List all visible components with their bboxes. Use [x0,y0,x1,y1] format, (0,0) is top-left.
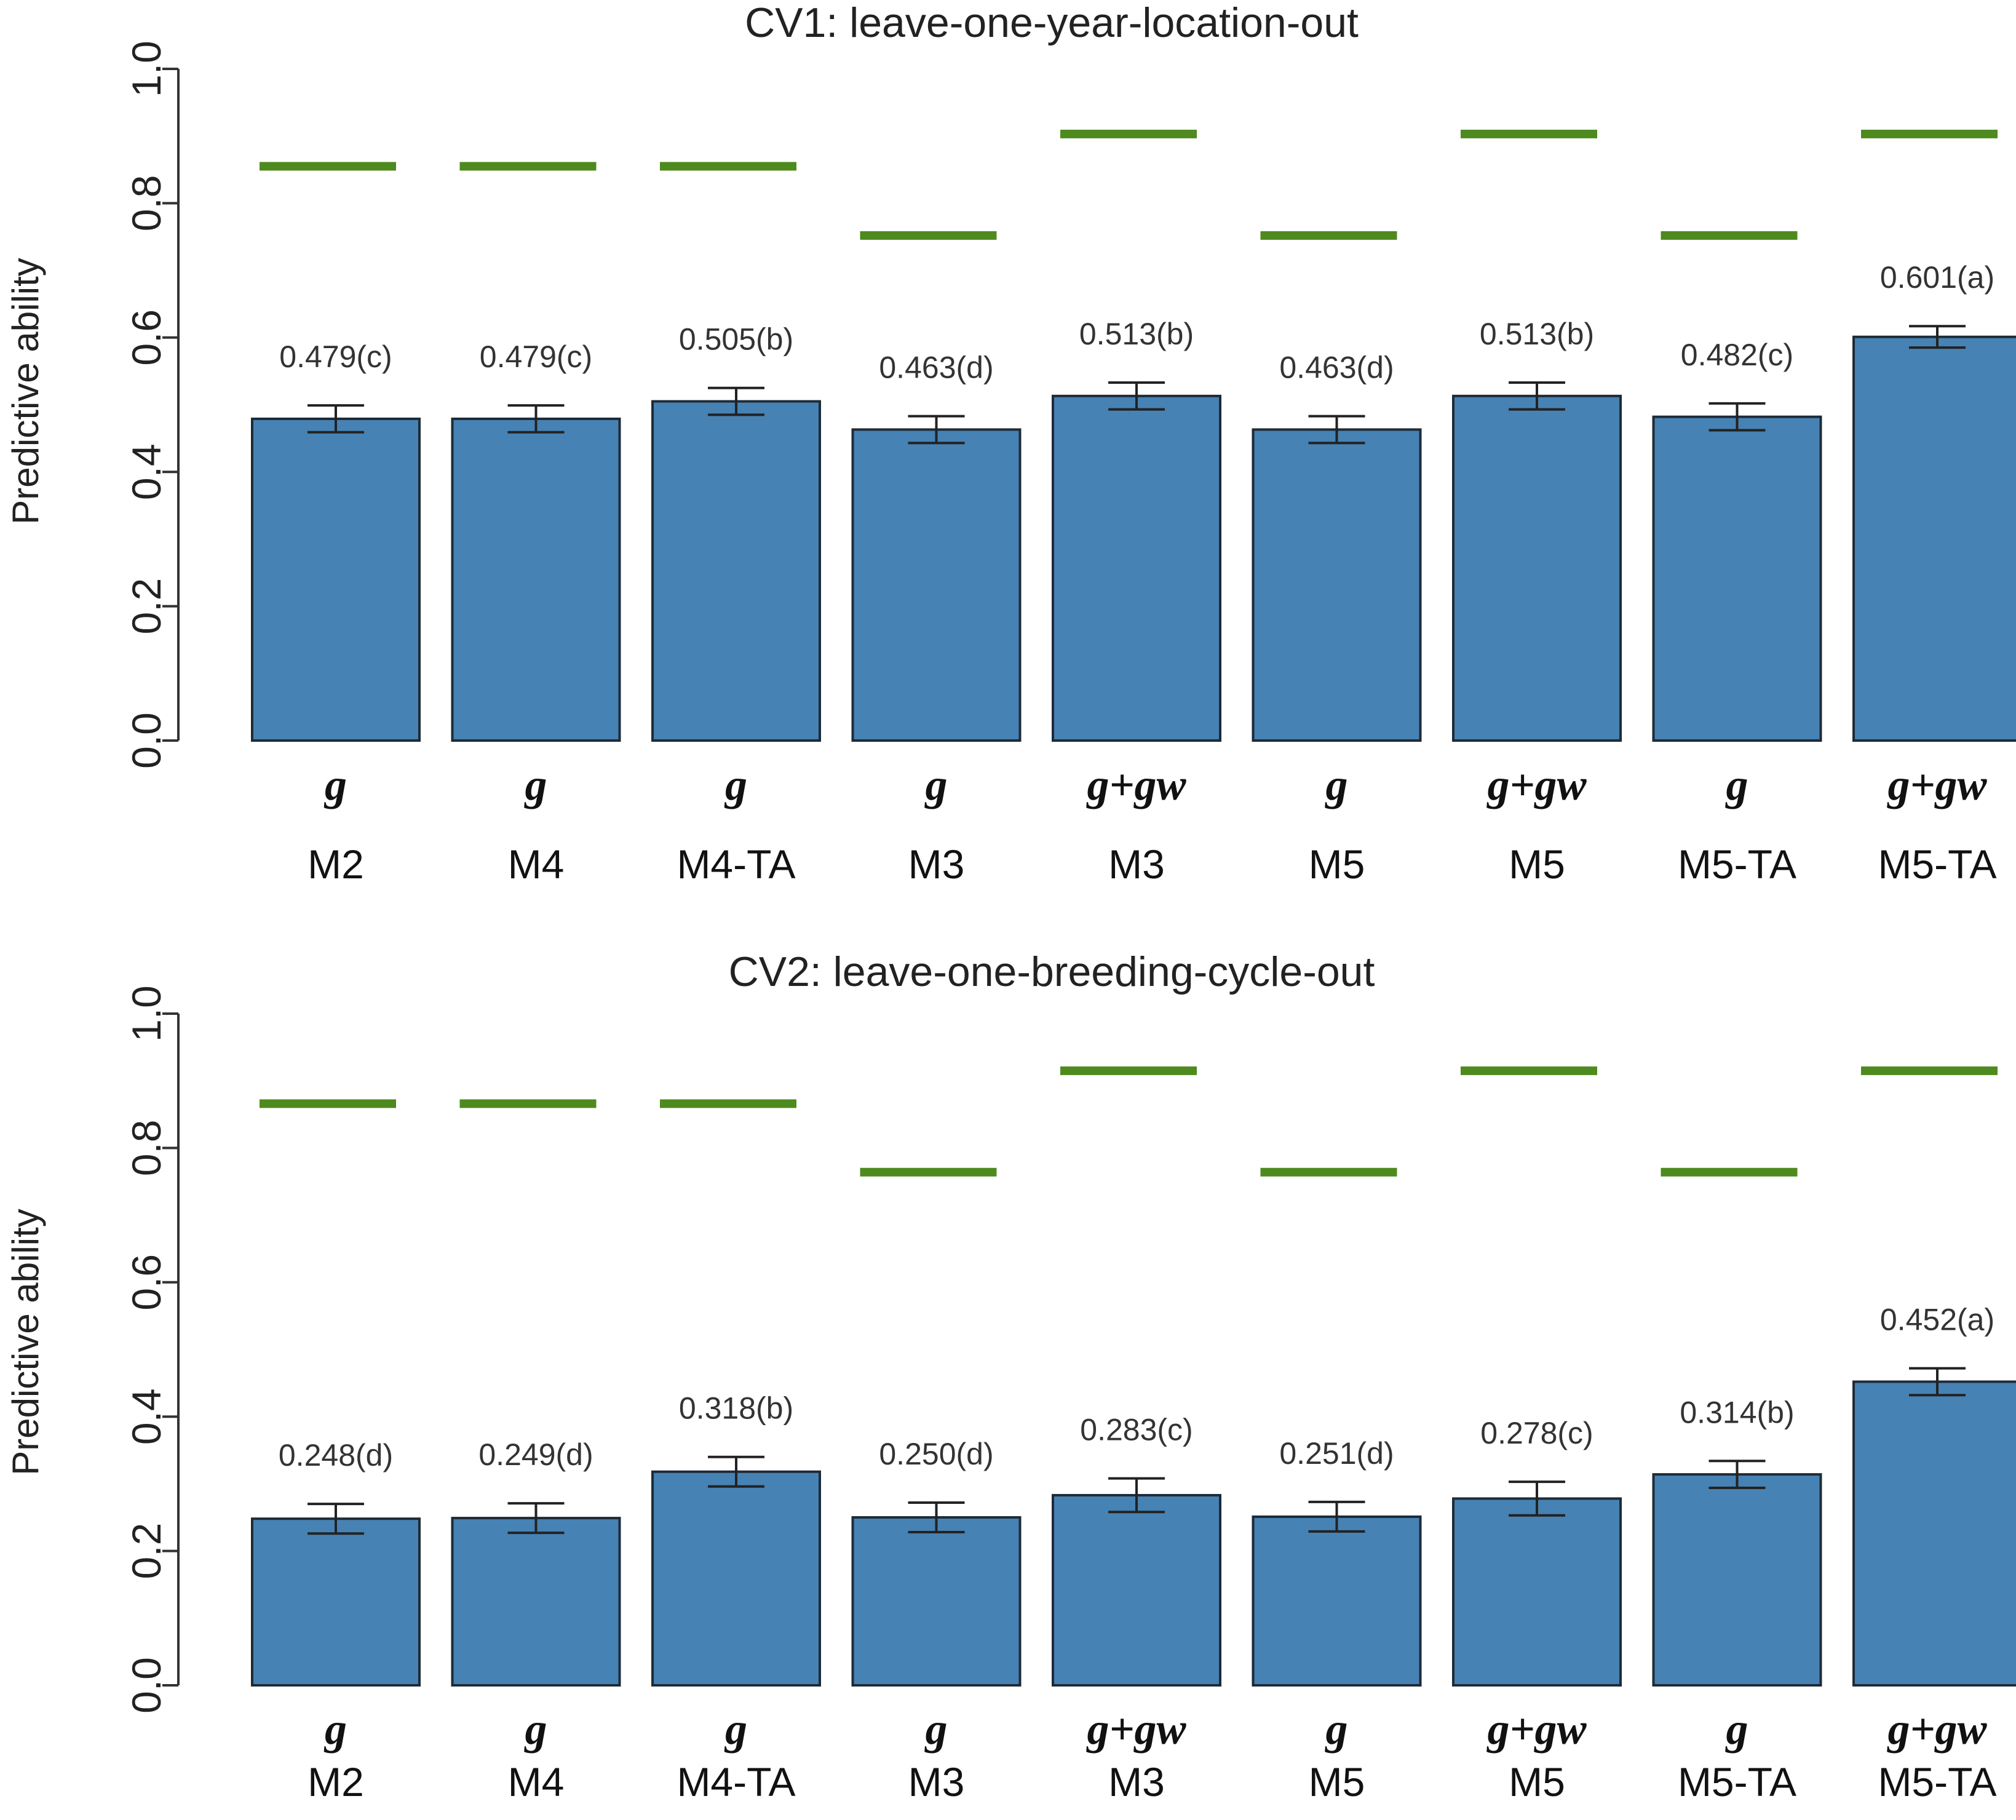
category-model-label: M3 [1108,841,1165,887]
category-model-label: M4 [508,841,565,887]
bar [1652,1473,1822,1687]
data-label: 0.601(a) [1880,260,1994,295]
category-effect-label: g [1725,1704,1748,1754]
category-effect-label: g [323,760,347,809]
bar [1052,1493,1221,1687]
category-effect-label: g+gw [1085,760,1186,809]
category-model-label: M5 [1309,1759,1365,1805]
bar [1252,1515,1422,1687]
category-effect-label: g [524,1704,547,1754]
bar [1052,394,1221,742]
data-label: 0.278(c) [1480,1416,1593,1450]
data-label: 0.513(b) [1079,317,1194,351]
data-label: 0.513(b) [1480,317,1594,351]
y-tick-label: 0.6 [124,309,169,366]
data-label: 0.482(c) [1681,338,1793,372]
category-model-label: M5-TA [1678,1759,1796,1805]
category-effect-label: g+gw [1886,760,1987,809]
bar [1452,394,1622,742]
bar [1652,415,1822,742]
bar [651,1470,821,1687]
category-effect-label: g+gw [1886,1704,1987,1754]
bar [851,1516,1022,1687]
category-model-label: M3 [908,1759,965,1805]
chart-title: CV1: leave-one-year-location-out [745,0,1359,46]
data-label: 0.505(b) [679,322,793,357]
bar [251,417,421,742]
category-effect-label: g [1325,760,1348,809]
bar [651,400,821,742]
y-tick-label: 0.2 [124,578,169,635]
data-label: 0.479(c) [279,340,392,374]
category-model-label: M4 [508,1759,565,1805]
category-effect-label: g [724,1704,747,1754]
y-tick-label: 0.4 [124,1388,169,1445]
category-model-label: M3 [1108,1759,1165,1805]
bar [451,1517,621,1687]
data-label: 0.318(b) [679,1391,793,1426]
data-label: 0.250(d) [879,1437,993,1471]
bar [1452,1497,1622,1687]
bar [451,417,621,742]
y-tick-label: 0.2 [124,1523,169,1580]
y-tick-label: 0.4 [124,443,169,500]
bar [1852,1380,2016,1687]
category-model-label: M2 [308,1759,364,1805]
bar [1252,428,1422,742]
data-label: 0.314(b) [1680,1395,1794,1429]
category-effect-label: g [924,1704,948,1754]
category-model-label: M4-TA [677,1759,795,1805]
data-label: 0.463(d) [879,351,993,385]
category-effect-label: g [524,760,547,809]
category-effect-label: g [1725,760,1748,809]
category-model-label: M5-TA [1678,841,1796,887]
data-label: 0.452(a) [1880,1303,1994,1337]
y-tick-label: 0.0 [124,1657,169,1714]
y-tick-label: 0.0 [124,712,169,769]
category-model-label: M5 [1309,841,1365,887]
y-axis-label: Predictive ability [5,258,46,525]
data-label: 0.248(d) [279,1438,393,1472]
category-effect-label: g [1325,1704,1348,1754]
bar [851,428,1022,742]
category-model-label: M5 [1509,841,1565,887]
category-model-label: M5 [1509,1759,1565,1805]
category-model-label: M5-TA [1878,1759,1996,1805]
category-effect-label: g+gw [1486,760,1587,809]
panel-cv1: CV1: leave-one-year-location-out Predict… [5,0,2016,887]
y-axis-label: Predictive ability [5,1209,46,1476]
bar [1852,335,2016,742]
data-label: 0.249(d) [478,1437,593,1472]
y-tick-label: 0.8 [124,175,169,232]
y-tick-label: 1.0 [124,41,169,97]
category-model-label: M5-TA [1878,841,1996,887]
data-label: 0.479(c) [480,340,592,374]
category-effect-label: g [724,760,747,809]
category-effect-label: g [323,1704,347,1754]
category-model-label: M4-TA [677,841,795,887]
category-model-label: M3 [908,841,965,887]
data-label: 0.463(d) [1279,351,1394,385]
data-label: 0.251(d) [1279,1436,1394,1471]
chart-title: CV2: leave-one-breeding-cycle-out [729,948,1375,995]
category-effect-label: g+gw [1486,1704,1587,1754]
category-model-label: M2 [308,841,364,887]
category-effect-label: g+gw [1085,1704,1186,1754]
y-tick-label: 0.6 [124,1254,169,1311]
panel-cv2: CV2: leave-one-breeding-cycle-out Predic… [5,948,2016,1805]
y-tick-label: 0.8 [124,1120,169,1177]
y-tick-label: 1.0 [124,985,169,1042]
data-label: 0.283(c) [1080,1413,1193,1447]
bar [251,1517,421,1687]
category-effect-label: g [924,760,948,809]
